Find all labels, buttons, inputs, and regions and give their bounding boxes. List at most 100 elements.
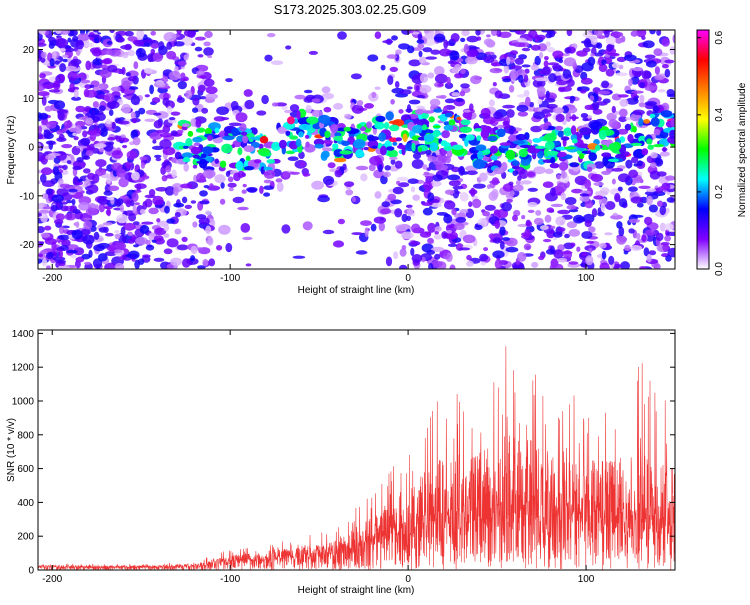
spectrogram-cell	[82, 130, 88, 138]
spectrogram-cell	[490, 30, 498, 37]
spectrogram-cell	[510, 65, 523, 70]
spectrogram-cell	[117, 120, 130, 125]
spectrogram-cell	[359, 126, 367, 132]
spectrogram-cell	[440, 140, 448, 147]
spectrogram-cell	[119, 204, 124, 213]
colorbar-bar	[696, 29, 710, 270]
spectrogram-cell	[62, 58, 69, 63]
spectrogram-cell	[285, 45, 292, 50]
spectrogram-cell	[75, 50, 81, 56]
spectrogram-cell	[416, 39, 425, 44]
spectrogram-cell	[585, 255, 594, 266]
spectrogram-cell	[421, 124, 428, 131]
spectrogram-cell	[180, 183, 193, 189]
spectrogram-cell	[337, 218, 345, 225]
spectrogram-cell	[516, 104, 529, 112]
spectrogram-cell	[83, 220, 93, 230]
spectrogram-cell	[263, 192, 271, 197]
spectrogram-cell	[506, 109, 515, 118]
spectrogram-cell	[192, 107, 199, 113]
spectrogram-cell	[190, 146, 201, 155]
spectrogram-cell	[664, 223, 674, 231]
spectrogram-cell	[638, 81, 646, 89]
spectrogram-cell	[491, 177, 500, 186]
spectrogram-cell	[143, 39, 156, 44]
spectrogram-cell	[114, 230, 120, 234]
spectrogram-cell	[672, 34, 675, 44]
spectrogram-cell	[102, 222, 113, 226]
spectrogram-cell	[625, 159, 633, 169]
spectrogram-cell	[561, 169, 566, 179]
spectrogram-cell	[432, 174, 443, 182]
spectrogram-cell	[243, 89, 253, 97]
colorbar-label: Normalized spectral amplitude	[737, 82, 748, 217]
spectrogram-cell	[77, 178, 83, 183]
spectrogram-cell	[203, 185, 210, 189]
spectrogram-cell	[460, 68, 466, 75]
spectrogram-cell	[85, 117, 94, 125]
spectrogram-cell	[70, 254, 77, 259]
spectrogram-cell	[106, 176, 112, 184]
spectrogram-cell	[417, 33, 423, 40]
spectrogram-cell	[375, 115, 386, 123]
spectrogram-cell	[601, 170, 611, 175]
spectrogram-cell	[127, 231, 133, 237]
spectrogram-cell	[72, 209, 81, 214]
spectrogram-cell	[204, 210, 212, 216]
spectrogram-cell	[100, 59, 111, 64]
spectrogram-cell	[544, 140, 555, 150]
spectrogram-cell	[163, 32, 177, 42]
spectrogram-cell	[199, 96, 207, 100]
spectrogram-cell	[635, 233, 641, 240]
spectrogram-cell	[459, 126, 472, 133]
spectrogram-cell	[195, 36, 206, 41]
spectrogram-cell	[271, 60, 284, 65]
spectrogram-cell	[660, 242, 670, 246]
spectrogram-cell	[536, 34, 546, 40]
spectrogram-cell	[332, 143, 339, 150]
spectrogram-cell	[581, 231, 593, 239]
spectrogram-cell	[386, 54, 398, 59]
spectrogram-cell	[453, 213, 467, 219]
spectrogram-cell	[589, 95, 595, 102]
spectrogram-cell	[52, 80, 61, 90]
spectrogram-cell	[579, 195, 590, 202]
spectrogram-cell	[50, 204, 59, 212]
spectrogram-cell	[421, 112, 430, 119]
spectrogram-cell	[525, 219, 531, 227]
spectrogram-cell	[441, 231, 448, 239]
snr-x-ticks: -200 -100 0 100	[42, 330, 595, 585]
spectrogram-cell	[532, 111, 546, 120]
spectrogram-cell	[108, 109, 114, 116]
spectrogram-cell	[416, 105, 426, 109]
spectrogram-cell	[581, 252, 588, 256]
spectrogram-cell	[570, 125, 577, 135]
spectrogram-cell	[641, 35, 646, 41]
snr-x-label: Height of straight line (km)	[298, 585, 415, 596]
spectrogram-cell	[40, 57, 46, 63]
spectrogram-cell	[108, 49, 121, 57]
spectrogram-cell	[143, 67, 153, 74]
snr-y-label: SNR (10 * v/v)	[6, 418, 17, 482]
spectrogram-cell	[417, 43, 425, 49]
spectrogram-cell	[82, 234, 95, 245]
spectrogram-cell	[227, 176, 234, 183]
spectrogram-cell	[460, 83, 470, 89]
spectrogram-cell	[77, 33, 90, 41]
spectrogram-cell	[583, 38, 592, 48]
spectrogram-cell	[611, 178, 616, 185]
spectrogram-cell	[103, 93, 115, 103]
spectrogram-cell	[49, 58, 55, 67]
spectrogram-cell	[489, 67, 503, 74]
spectrogram-cell	[669, 129, 675, 140]
spectrogram-cell	[64, 213, 77, 221]
spectrogram-cell	[562, 69, 572, 79]
spectrogram-cell	[515, 133, 527, 141]
spectrogram-cell	[181, 36, 193, 46]
spectrogram-cell	[142, 201, 148, 210]
spectrogram-cell	[87, 34, 100, 38]
spectrogram-cell	[484, 204, 496, 211]
spectrogram-cell	[543, 133, 557, 142]
spectrogram-cell	[130, 254, 135, 260]
